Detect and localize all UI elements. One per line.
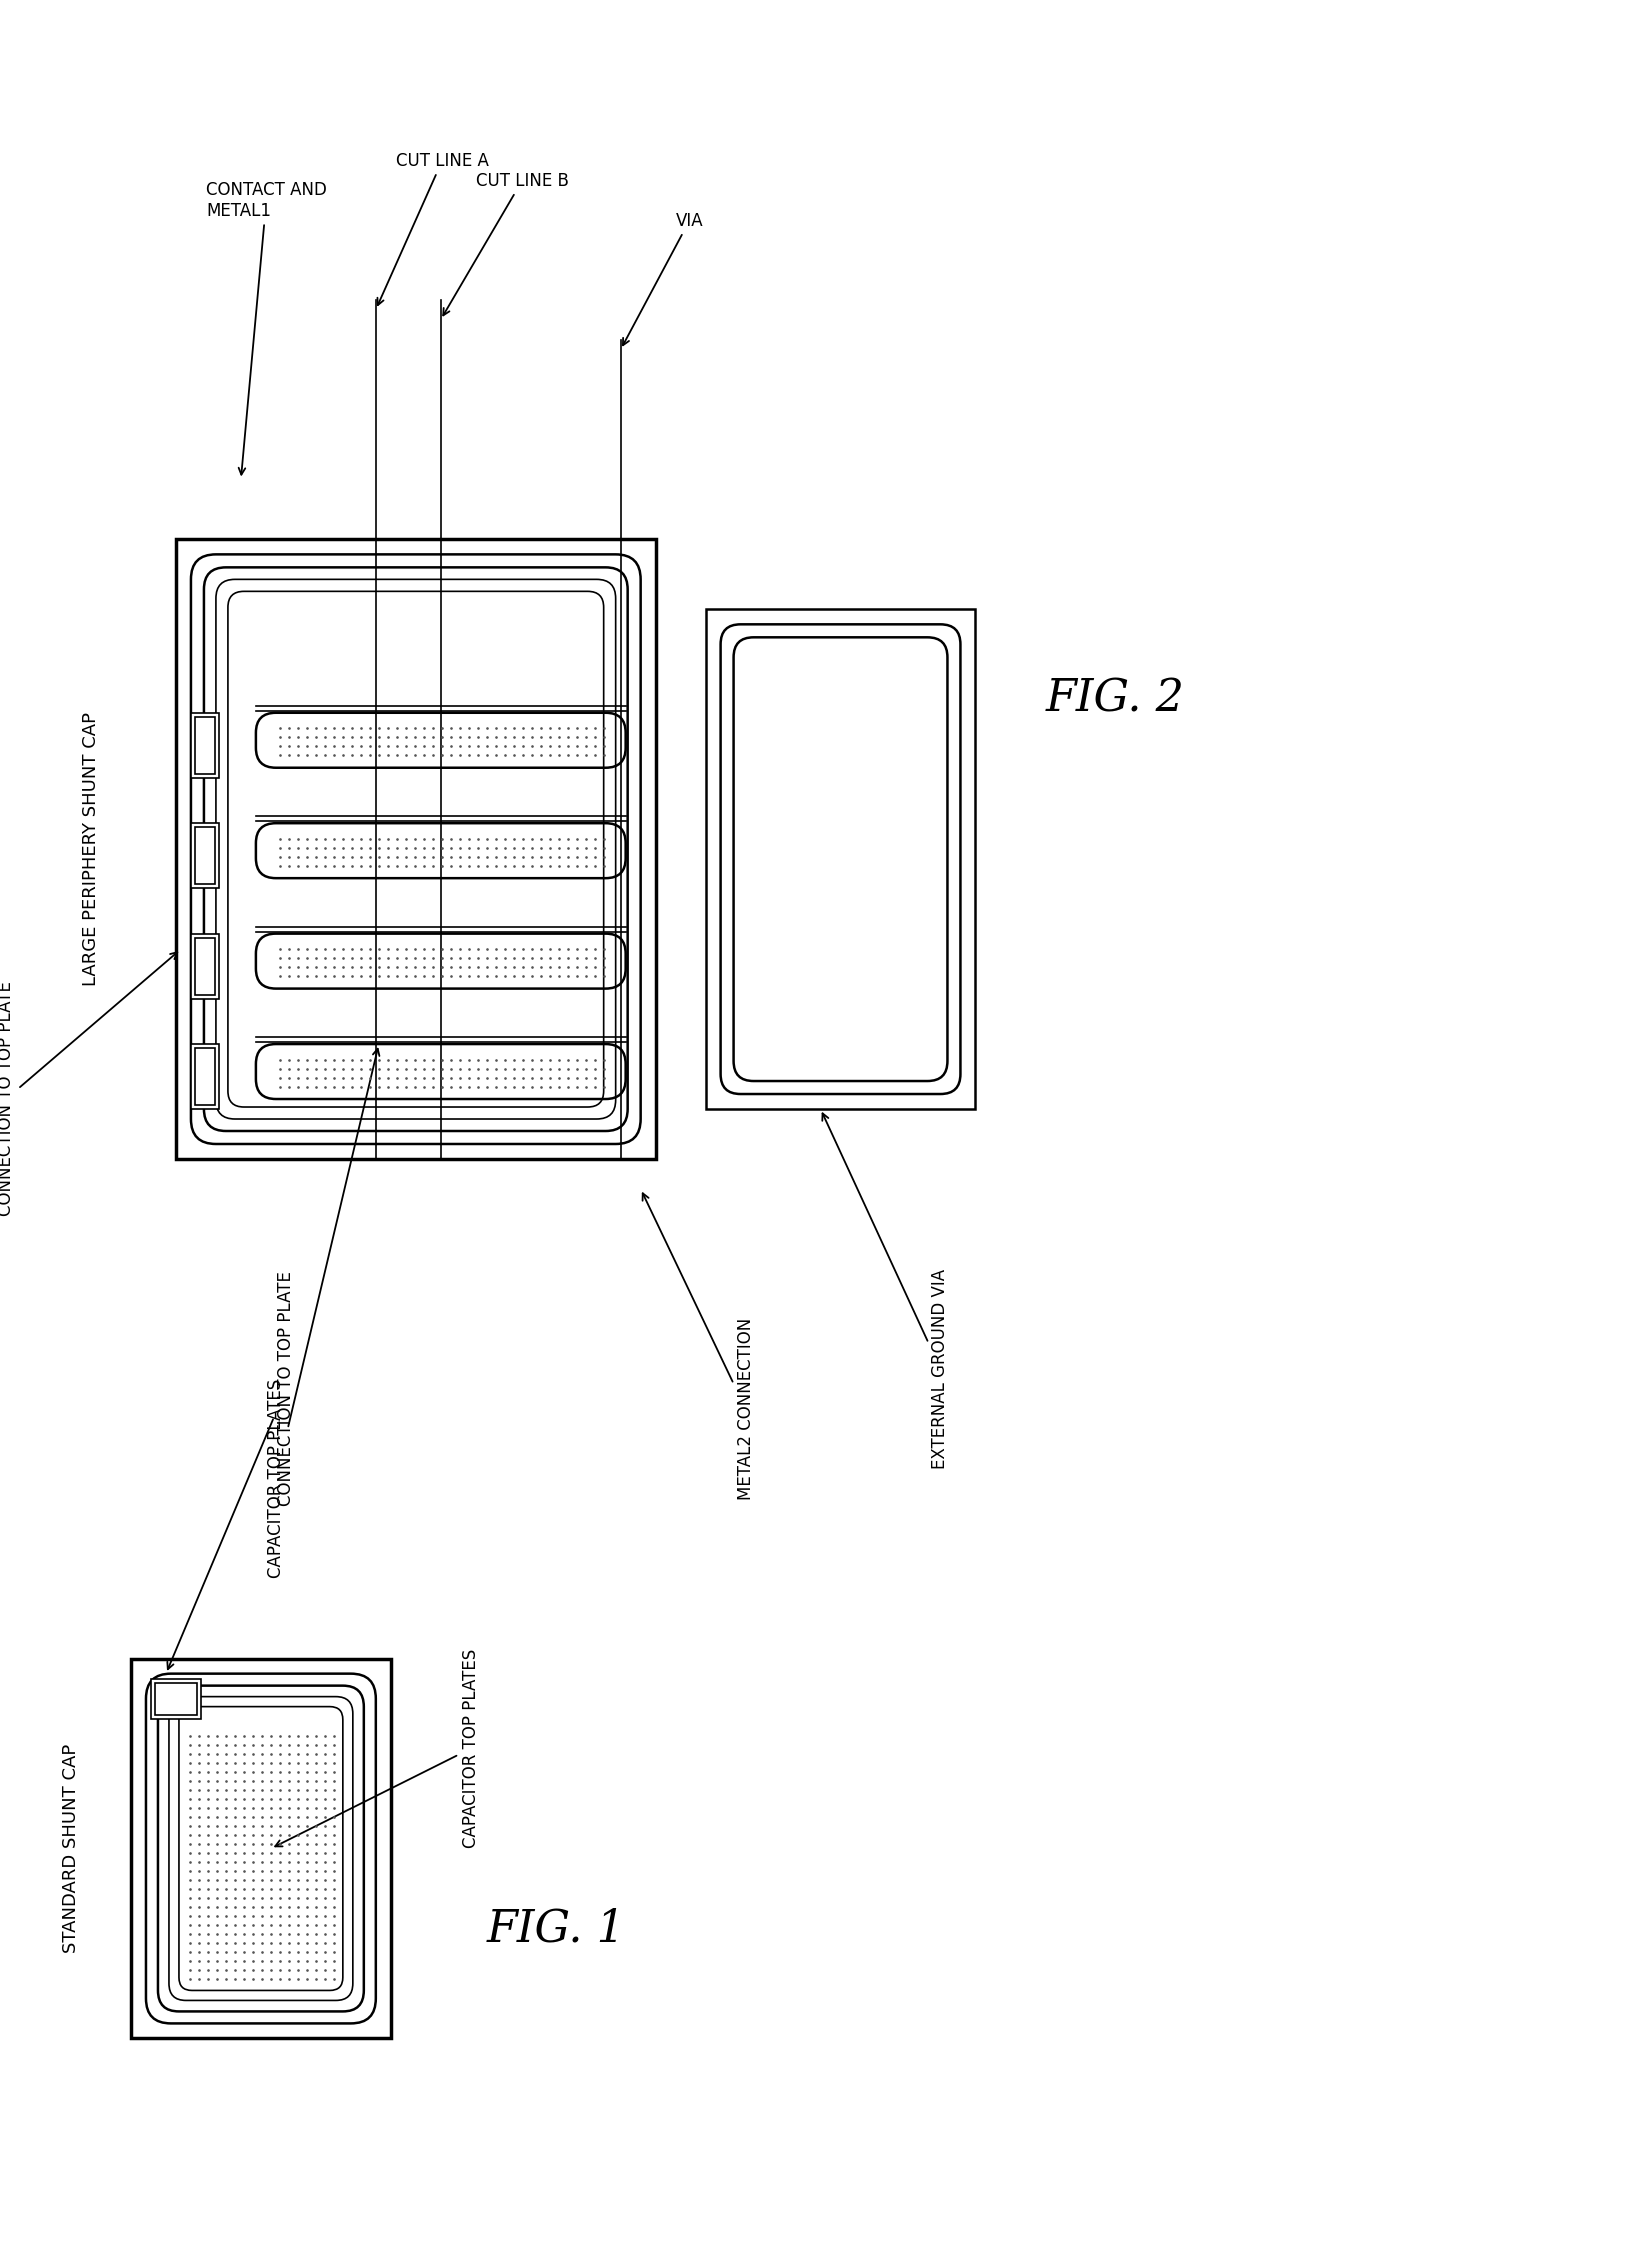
Text: CAPACITOR TOP PLATES: CAPACITOR TOP PLATES bbox=[275, 1649, 480, 1848]
Text: EXTERNAL GROUND VIA: EXTERNAL GROUND VIA bbox=[822, 1114, 949, 1468]
Bar bbox=[191, 714, 219, 777]
Text: CAPACITOR TOP PLATES: CAPACITOR TOP PLATES bbox=[266, 1048, 379, 1579]
Text: CONNECTION TO TOP PLATE: CONNECTION TO TOP PLATE bbox=[0, 953, 178, 1215]
Bar bbox=[191, 933, 219, 998]
Text: METAL2 CONNECTION: METAL2 CONNECTION bbox=[642, 1193, 755, 1500]
Bar bbox=[155, 1683, 198, 1715]
Bar bbox=[131, 1658, 391, 2038]
Text: LARGE PERIPHERY SHUNT CAP: LARGE PERIPHERY SHUNT CAP bbox=[82, 712, 100, 987]
Text: VIA: VIA bbox=[623, 212, 703, 346]
Bar bbox=[194, 937, 216, 994]
Bar bbox=[191, 822, 219, 888]
Text: CUT LINE B: CUT LINE B bbox=[443, 172, 569, 316]
Text: FIG. 1: FIG. 1 bbox=[487, 1907, 626, 1950]
Text: FIG. 2: FIG. 2 bbox=[1046, 678, 1185, 721]
Bar bbox=[194, 1048, 216, 1105]
Text: CUT LINE A: CUT LINE A bbox=[377, 151, 489, 305]
Bar bbox=[194, 716, 216, 775]
Text: STANDARD SHUNT CAP: STANDARD SHUNT CAP bbox=[62, 1744, 80, 1954]
Bar bbox=[176, 540, 655, 1159]
Bar bbox=[194, 827, 216, 883]
Text: CONNECTION TO TOP PLATE: CONNECTION TO TOP PLATE bbox=[167, 1272, 294, 1669]
Bar bbox=[150, 1678, 201, 1719]
Bar bbox=[706, 610, 975, 1109]
Text: CONTACT AND
METAL1: CONTACT AND METAL1 bbox=[206, 181, 327, 474]
Bar bbox=[191, 1044, 219, 1109]
